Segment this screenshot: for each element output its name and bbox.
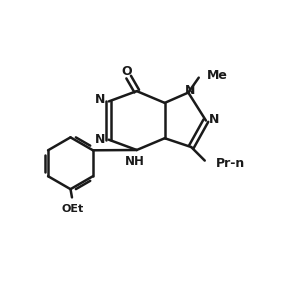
Text: Pr-n: Pr-n [216, 157, 245, 170]
Text: N: N [184, 84, 195, 97]
Text: O: O [122, 65, 133, 78]
Text: N: N [95, 133, 106, 146]
Text: OEt: OEt [61, 204, 84, 214]
Text: Me: Me [207, 69, 228, 82]
Text: N: N [209, 112, 219, 126]
Text: NH: NH [125, 155, 145, 168]
Text: N: N [95, 93, 106, 106]
